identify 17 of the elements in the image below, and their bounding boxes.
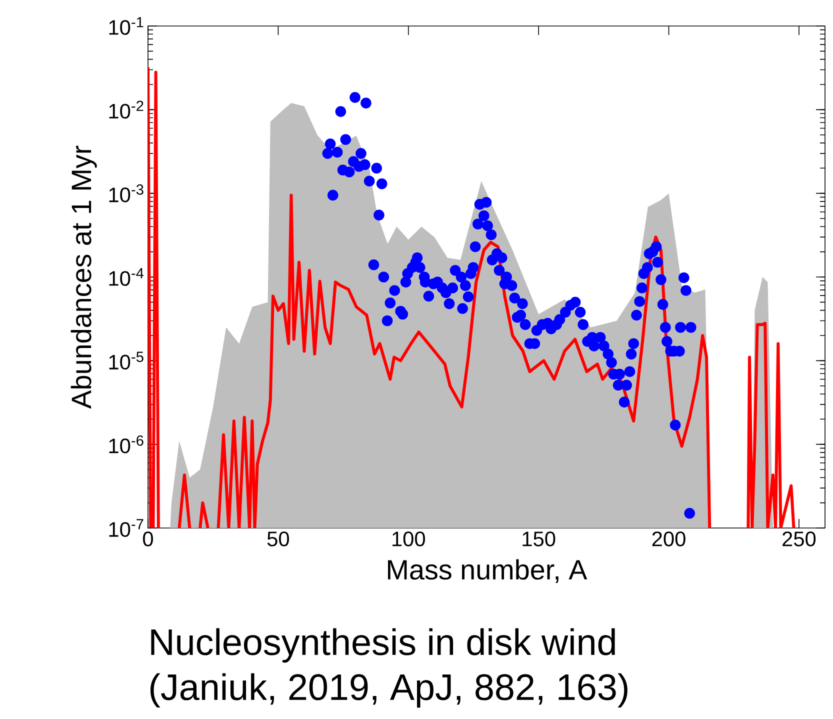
x-tick-label: 200: [652, 532, 686, 546]
x-tick-label: 100: [392, 532, 426, 546]
y-tick-label: 10$^{-1}$: [109, 17, 144, 35]
y-tick-label: 10$^{-7}$: [109, 519, 144, 537]
text: (Janiuk, 2019, ApJ, 882, 163): [150, 673, 628, 708]
y-axis-title: Abundances at 1 Myr: [70, 146, 97, 409]
y-tick-label: 10$^{-4}$: [109, 268, 144, 286]
y-tick-label: 10$^{-3}$: [109, 184, 144, 202]
y-tick-label: 10$^{-6}$: [109, 435, 144, 454]
y-tick-label: 10$^{-2}$: [109, 100, 144, 119]
x-tick-label: 50: [267, 532, 290, 546]
y-tick-label: 10$^{-5}$: [109, 352, 144, 370]
x-tick-label: 250: [782, 532, 816, 546]
x-tick-label: 150: [522, 532, 556, 546]
text: Nucleosynthesis in disk wind: [151, 628, 615, 663]
x-axis-title: Mass number, A: [388, 559, 588, 583]
x-tick-label: 0: [142, 532, 153, 546]
